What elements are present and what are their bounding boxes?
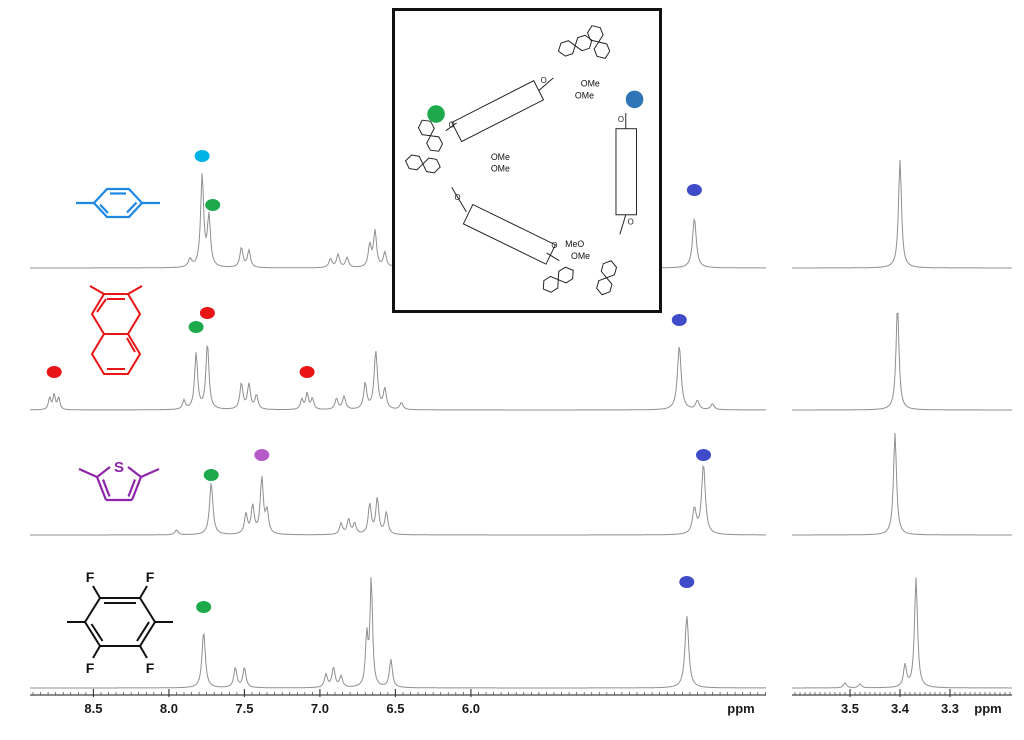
- naphthalene-rings: [89, 285, 143, 375]
- peak-marker-dot: [203, 469, 219, 481]
- peak-marker-dot: [194, 150, 210, 162]
- peak-marker-dot: [196, 601, 212, 613]
- svg-text:O: O: [551, 241, 557, 250]
- macrocycle-structure: O O O O O O OMe OMe OMe OMe MeO OMe: [403, 22, 644, 298]
- axis-unit-label: ppm: [974, 701, 1001, 716]
- fluorine-atom-label: F: [146, 569, 155, 585]
- fluorine-atom-label: F: [86, 569, 95, 585]
- axis-tick-label: 6.0: [462, 701, 480, 716]
- peak-marker-dot: [205, 199, 221, 211]
- svg-text:O: O: [449, 121, 455, 130]
- host-green-marker-dot: [427, 105, 445, 123]
- host-blue-marker-dot: [625, 90, 644, 109]
- axis-tick-label: 8.5: [84, 701, 102, 716]
- axis-unit-label: ppm: [727, 701, 754, 716]
- svg-text:O: O: [455, 193, 461, 202]
- peak-marker-dot: [299, 366, 315, 378]
- peak-marker-dot: [671, 314, 687, 326]
- peak-marker-dot: [199, 307, 215, 319]
- svg-text:O: O: [628, 218, 634, 227]
- axis-tick-label: 8.0: [160, 701, 178, 716]
- axis-tick-label: 7.0: [311, 701, 329, 716]
- guest-structure-dimethylthiophene: S: [78, 459, 160, 502]
- peak-marker-dot: [686, 184, 702, 196]
- macrocycle-host-inset: O O O O O O OMe OMe OMe OMe MeO OMe: [392, 8, 662, 313]
- thiophene-ring: [78, 466, 160, 502]
- nmr-trace-dimethylthiophene-left: [30, 465, 766, 536]
- nmr-trace-dimethylnaphthalene-left: [30, 345, 766, 411]
- peak-marker-dot: [188, 321, 204, 333]
- guest-structure-dimethylbenzene: [76, 187, 160, 219]
- fluorine-atom-label: F: [146, 660, 155, 676]
- nmr-trace-tetrafluorodimethylbenzene-left: [30, 577, 766, 689]
- ome-label: OMe: [491, 152, 510, 162]
- axis-tick-label: 3.5: [841, 701, 859, 716]
- ome-label: OMe: [571, 251, 590, 261]
- axis-tick-label: 3.4: [891, 701, 910, 716]
- sulfur-atom-label: S: [114, 459, 124, 476]
- ome-label: OMe: [581, 79, 600, 89]
- nmr-trace-dimethylbenzene-right: [792, 159, 1012, 269]
- meo-label: MeO: [565, 239, 584, 249]
- peak-marker-dot: [679, 576, 695, 588]
- peak-marker-dot: [696, 449, 711, 461]
- peak-marker-dot: [46, 366, 62, 378]
- guest-structure-dimethylnaphthalene: [89, 285, 143, 375]
- nmr-trace-tetrafluorodimethylbenzene-right: [792, 577, 1012, 689]
- guest-structure-tetrafluorodimethylbenzene: F F F F: [67, 569, 173, 676]
- nmr-trace-dimethylthiophene-right: [792, 432, 1012, 536]
- svg-text:O: O: [618, 115, 624, 124]
- ome-label: OMe: [491, 164, 510, 174]
- nmr-trace-dimethylnaphthalene-right: [792, 312, 1012, 411]
- fluorobenzene-ring: [67, 585, 173, 659]
- macrocycle-skeleton: [403, 22, 637, 298]
- axis-tick-label: 7.5: [235, 701, 253, 716]
- peak-marker-dot: [254, 449, 270, 461]
- ome-label: OMe: [575, 90, 594, 100]
- fluorine-atom-label: F: [86, 660, 95, 676]
- benzene-ring: [76, 187, 160, 219]
- svg-text:O: O: [541, 76, 547, 85]
- ester-oxygen-labels: O O O O O O: [449, 76, 634, 250]
- axis-tick-label: 6.5: [386, 701, 404, 716]
- axis-tick-label: 3.3: [941, 701, 959, 716]
